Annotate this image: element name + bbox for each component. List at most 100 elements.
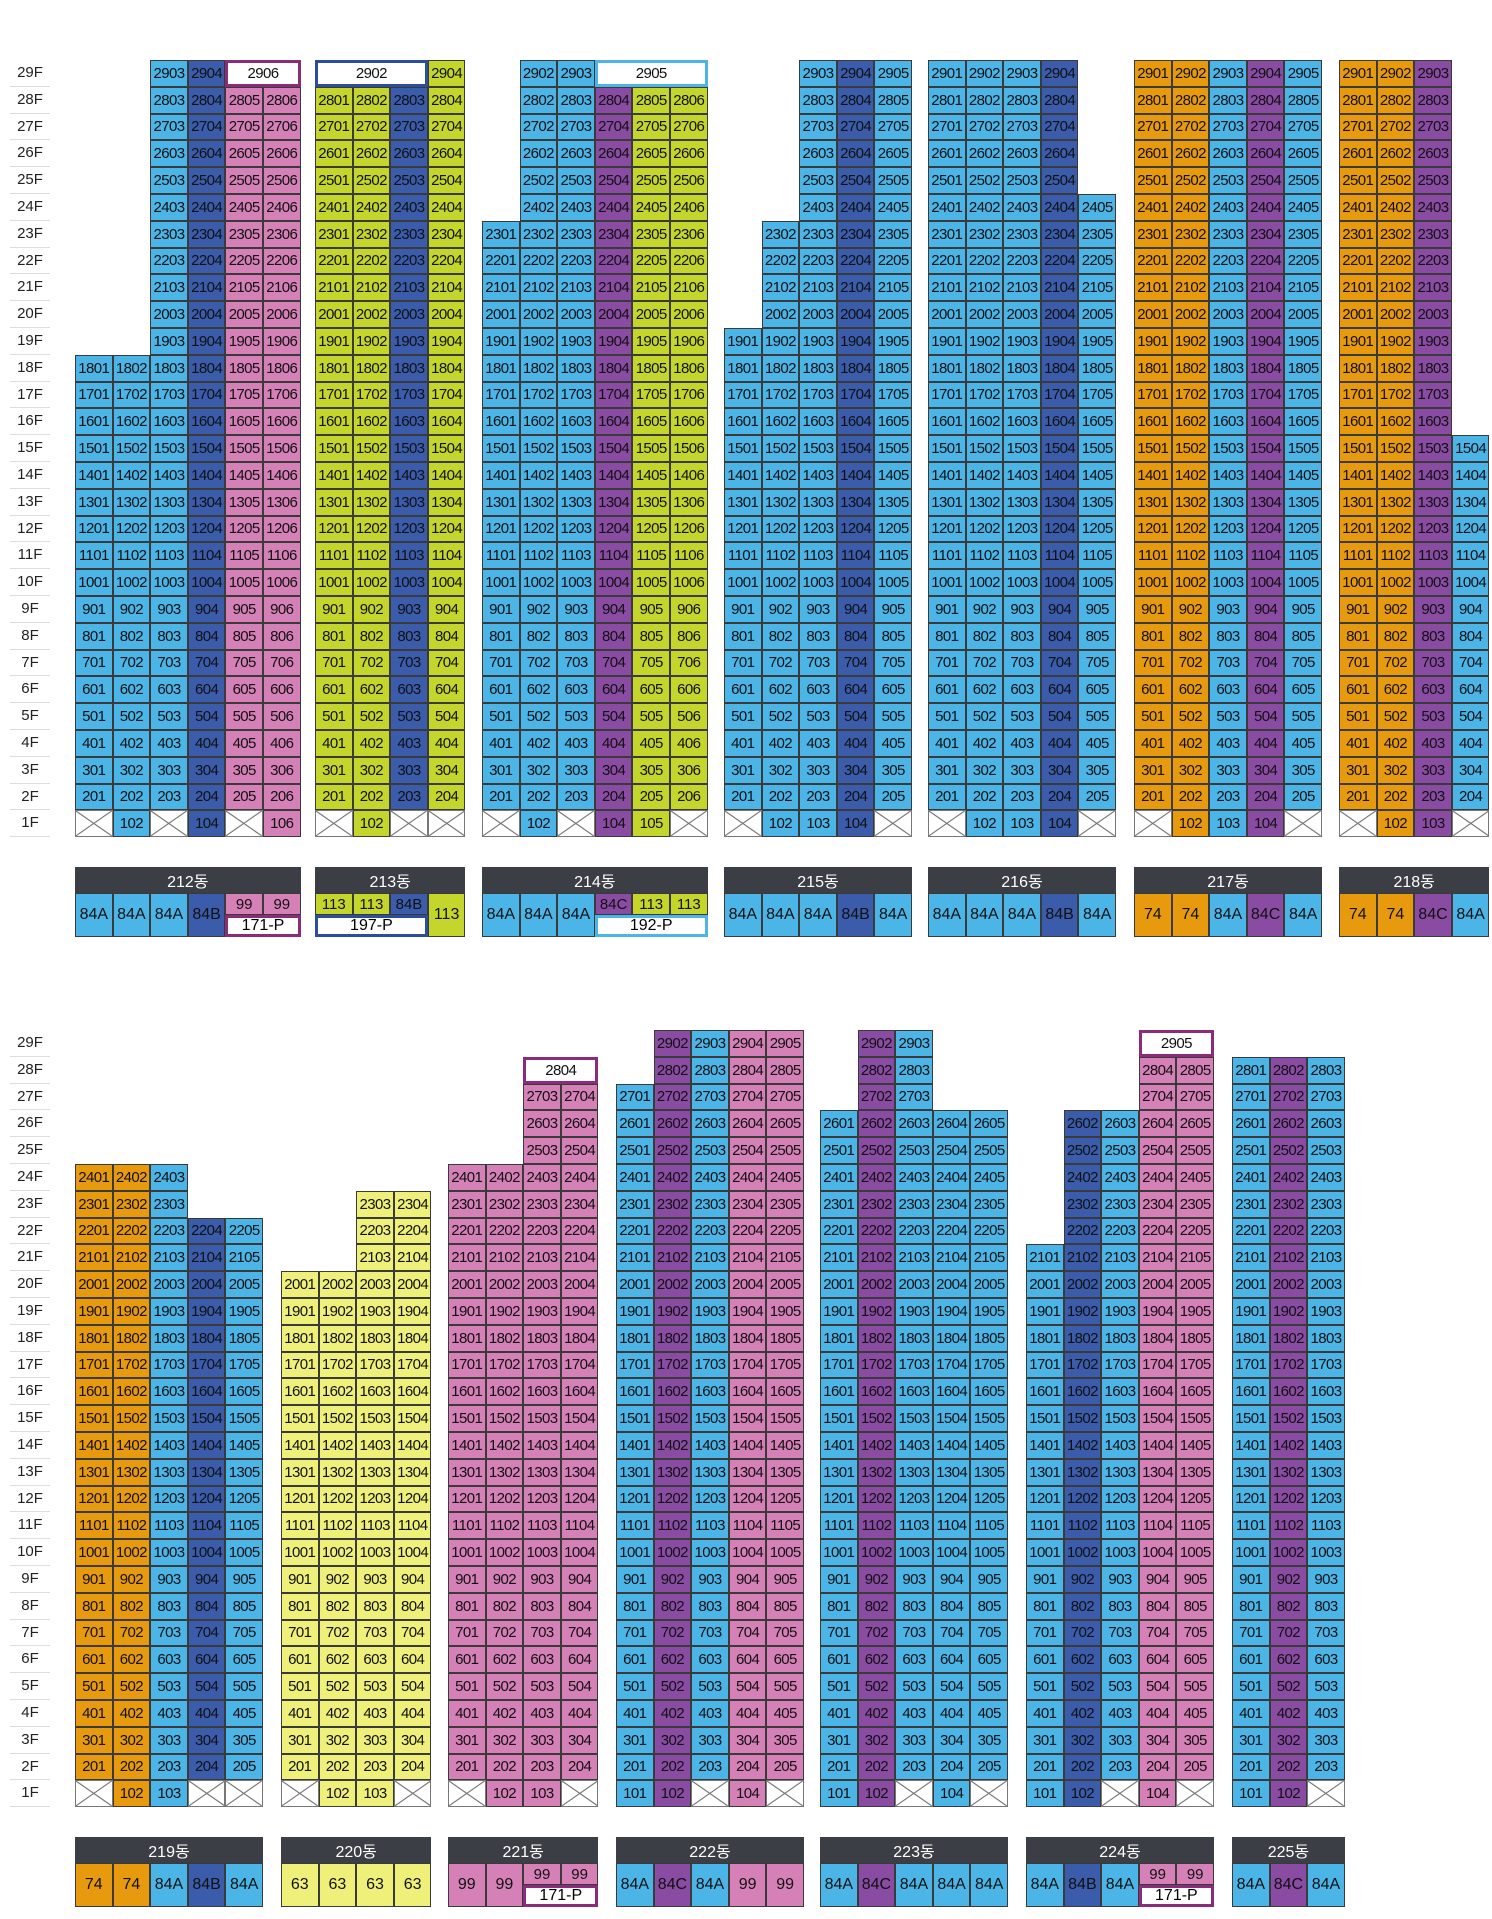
unit-cell[interactable]: 2403 xyxy=(150,194,188,221)
unit-cell[interactable]: 1103 xyxy=(150,542,188,570)
unit-cell[interactable]: 1001 xyxy=(75,569,113,596)
unit-cell[interactable]: 203 xyxy=(150,783,188,811)
unit-cell[interactable]: 1405 xyxy=(1176,1432,1214,1459)
unit-cell[interactable]: 505 xyxy=(632,703,670,730)
unit-cell[interactable]: 1301 xyxy=(75,1458,113,1486)
unit-cell[interactable]: 602 xyxy=(761,676,800,704)
unit-cell[interactable]: 405 xyxy=(632,730,670,757)
unit-cell[interactable]: 1604 xyxy=(393,1378,432,1406)
unit-cell[interactable]: 805 xyxy=(1078,622,1116,650)
unit-cell[interactable]: 902 xyxy=(1063,1566,1102,1593)
unit-cell[interactable]: 1901 xyxy=(1134,328,1172,355)
unit-cell[interactable]: 1202 xyxy=(857,1485,896,1513)
unit-cell[interactable]: 602 xyxy=(519,676,558,704)
unit-cell[interactable]: 2104 xyxy=(728,1244,767,1272)
unit-cell[interactable]: 2501 xyxy=(616,1137,654,1164)
unit-cell[interactable]: 2301 xyxy=(75,1190,113,1218)
unit-cell[interactable]: 1405 xyxy=(225,1432,263,1459)
unit-cell[interactable]: 701 xyxy=(448,1619,486,1647)
unit-cell[interactable]: 2003 xyxy=(799,301,837,328)
unit-cell[interactable]: 805 xyxy=(766,1592,804,1620)
unit-cell[interactable]: 1504 xyxy=(1246,435,1285,462)
unit-cell[interactable]: 2903 xyxy=(895,1030,933,1057)
unit-cell[interactable]: 1501 xyxy=(482,435,520,462)
unit-cell[interactable]: 1801 xyxy=(75,1324,113,1352)
unit-cell[interactable]: 503 xyxy=(1101,1673,1139,1700)
unit-cell[interactable]: 705 xyxy=(970,1619,1008,1647)
unit-cell[interactable]: 2003 xyxy=(691,1271,729,1298)
unit-cell[interactable]: 1803 xyxy=(1101,1324,1139,1352)
unit-cell[interactable]: 1201 xyxy=(1339,515,1377,543)
unit-cell[interactable]: 902 xyxy=(112,596,151,623)
unit-cell[interactable]: 2901 xyxy=(1339,60,1377,87)
unit-cell[interactable]: 2001 xyxy=(928,301,966,328)
unit-cell[interactable]: 2103 xyxy=(356,1244,394,1272)
unit-cell[interactable]: 2704 xyxy=(427,113,466,141)
unit-cell[interactable]: 505 xyxy=(225,1673,263,1700)
unit-cell[interactable]: 703 xyxy=(799,649,837,677)
unit-cell[interactable]: 1803 xyxy=(150,354,188,382)
unit-cell[interactable]: 1004 xyxy=(393,1539,432,1566)
unit-cell[interactable]: 2103 xyxy=(691,1244,729,1272)
unit-cell[interactable]: 1303 xyxy=(799,488,837,516)
unit-cell[interactable]: 2604 xyxy=(1246,140,1285,168)
unit-cell[interactable]: 1602 xyxy=(1269,1378,1308,1406)
unit-cell[interactable]: 2005 xyxy=(1176,1271,1214,1298)
unit-cell[interactable]: 2303 xyxy=(895,1190,933,1218)
unit-cell[interactable]: 2602 xyxy=(653,1110,692,1138)
unit-cell[interactable]: 602 xyxy=(112,676,151,704)
unit-cell[interactable]: 2303 xyxy=(799,220,837,248)
unit-cell[interactable]: 1206 xyxy=(263,515,301,543)
unit-cell[interactable]: 2501 xyxy=(820,1137,858,1164)
unit-cell[interactable]: 2401 xyxy=(75,1164,113,1191)
unit-cell[interactable]: 1603 xyxy=(150,408,188,436)
unit-cell[interactable]: 1602 xyxy=(965,408,1004,436)
unit-cell[interactable]: 2802 xyxy=(965,86,1004,114)
unit-cell[interactable]: 605 xyxy=(766,1646,804,1674)
unit-cell[interactable]: 702 xyxy=(485,1619,524,1647)
unit-cell[interactable]: 2503 xyxy=(691,1137,729,1164)
unit-cell[interactable]: 1303 xyxy=(150,488,188,516)
unit-cell[interactable]: 704 xyxy=(393,1619,432,1647)
unit-cell[interactable]: 2603 xyxy=(1414,140,1452,168)
unit-cell[interactable]: 1801 xyxy=(1339,354,1377,382)
unit-cell[interactable]: 1304 xyxy=(1246,488,1285,516)
unit-cell[interactable]: 503 xyxy=(1003,703,1041,730)
unit-cell[interactable]: 704 xyxy=(187,1619,226,1647)
unit-cell[interactable]: 2304 xyxy=(932,1190,971,1218)
unit-cell[interactable]: 2602 xyxy=(519,140,558,168)
unit-cell[interactable]: 902 xyxy=(112,1566,151,1593)
unit-cell[interactable]: 401 xyxy=(1134,730,1172,757)
unit-cell[interactable]: 801 xyxy=(482,622,520,650)
unit-cell[interactable]: 2601 xyxy=(820,1110,858,1138)
unit-cell[interactable]: 2501 xyxy=(1339,167,1377,194)
unit-cell[interactable]: 1504 xyxy=(1138,1405,1177,1432)
unit-cell[interactable]: 1801 xyxy=(482,354,520,382)
unit-cell[interactable]: 203 xyxy=(1209,783,1247,811)
unit-cell[interactable]: 1201 xyxy=(448,1485,486,1513)
unit-cell[interactable]: 803 xyxy=(557,622,595,650)
unit-cell[interactable]: 1704 xyxy=(1138,1351,1177,1379)
unit-cell[interactable]: 703 xyxy=(390,649,428,677)
unit-cell[interactable]: 1803 xyxy=(557,354,595,382)
unit-cell[interactable]: 1306 xyxy=(670,488,708,516)
unit-cell[interactable]: 2603 xyxy=(1209,140,1247,168)
unit-cell[interactable]: 404 xyxy=(560,1700,599,1727)
unit-cell[interactable]: 1606 xyxy=(670,408,708,436)
unit-cell[interactable]: 302 xyxy=(1376,756,1415,784)
unit-cell[interactable]: 603 xyxy=(895,1646,933,1674)
unit-cell[interactable]: 1904 xyxy=(187,1298,226,1325)
unit-cell[interactable]: 104 xyxy=(1246,810,1285,838)
unit-cell[interactable]: 1304 xyxy=(932,1458,971,1486)
unit-cell[interactable]: 1105 xyxy=(766,1512,804,1540)
unit-cell[interactable]: 1204 xyxy=(427,515,466,543)
unit-cell[interactable]: 505 xyxy=(1176,1673,1214,1700)
unit-cell[interactable]: 1204 xyxy=(1040,515,1079,543)
unit-cell[interactable]: 2304 xyxy=(728,1190,767,1218)
unit-cell[interactable]: 803 xyxy=(150,1592,188,1620)
unit-cell[interactable]: 403 xyxy=(523,1700,561,1727)
unit-cell[interactable]: 2704 xyxy=(594,113,633,141)
unit-cell[interactable]: 1003 xyxy=(1307,1539,1345,1566)
unit-cell[interactable]: 2204 xyxy=(560,1217,599,1245)
unit-cell[interactable]: 1902 xyxy=(1063,1298,1102,1325)
